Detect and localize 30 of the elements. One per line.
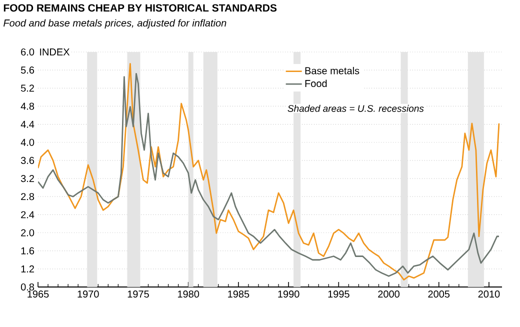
x-tick-label: 1980 [178,290,200,298]
x-tick-label: 1965 [28,290,49,298]
y-tick-label: 6.0 [21,48,34,56]
y-tick-label: 2.8 [21,193,34,200]
y-tick-label: 4.0 [20,138,34,146]
x-tick-label: 2000 [378,290,400,298]
x-tick-label: 2005 [428,290,450,298]
legend-label: Food [305,80,327,88]
y-axis-title: INDEX [40,48,70,56]
y-tick-label: 1.6 [21,247,34,254]
chart-subtitle: Food and base metals prices, adjusted for inflation [4,19,226,29]
x-tick-label: 2010 [478,290,500,298]
annotation: Shaded areas = U.S. recessions [288,104,424,112]
x-tick-label: 1975 [128,290,149,298]
x-tick-label: 1995 [328,290,350,298]
x-tick-label: 1970 [78,290,99,298]
y-tick-label: 1.2 [21,265,34,272]
y-tick-label: 3.2 [20,174,34,182]
y-tick-label: 4.4 [20,120,34,128]
y-tick-label: 2.0 [21,229,34,236]
legend-label: Base metals [305,66,360,74]
y-tick-label: 2.4 [21,211,34,218]
chart-title: FOOD REMAINS CHEAP BY HISTORICAL STANDARDS [4,4,277,12]
y-tick-label: 5.2 [20,84,34,92]
y-tick-label: 4.8 [20,102,34,110]
y-tick-label: 0.8 [20,283,34,291]
x-tick-label: 1985 [228,290,250,298]
y-tick-label: 3.6 [20,156,34,164]
x-tick-label: 1990 [278,290,300,298]
y-tick-label: 5.6 [20,66,34,74]
